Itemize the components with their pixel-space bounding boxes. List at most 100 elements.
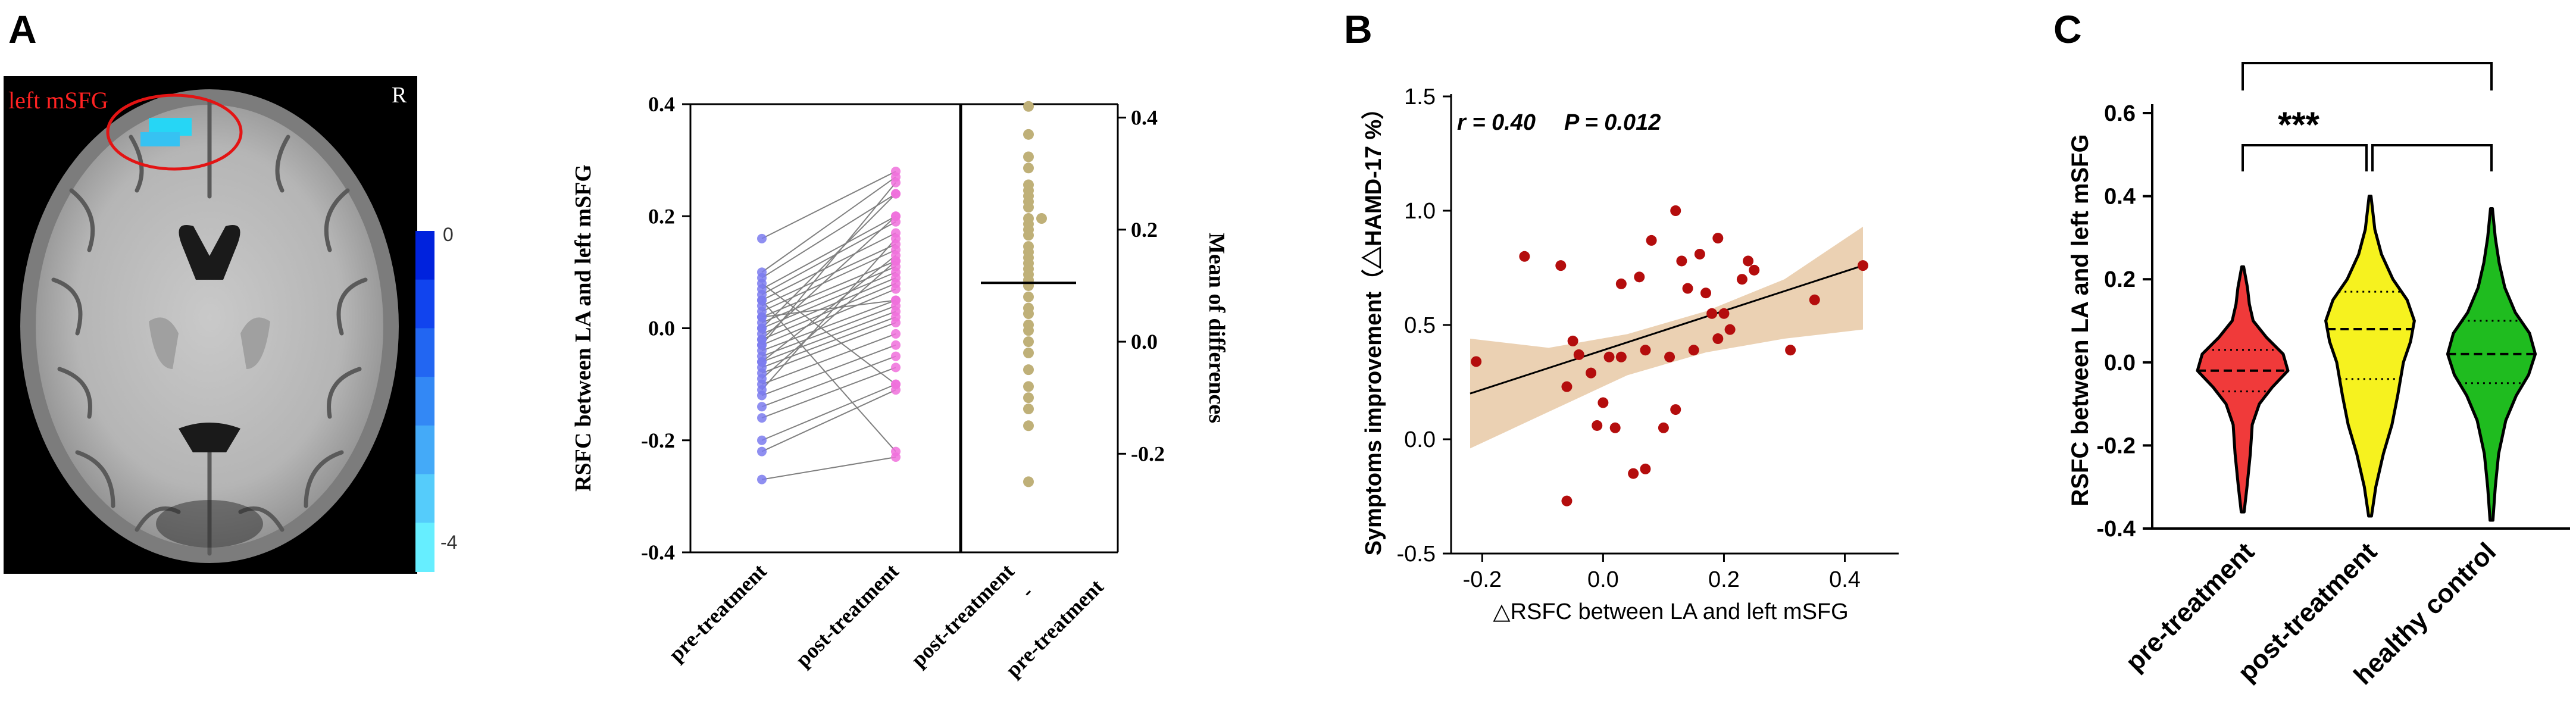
y2-tick-label: -0.2 bbox=[1131, 442, 1165, 465]
correlation-point bbox=[1561, 381, 1573, 392]
y-tick-label: 0.0 bbox=[648, 317, 675, 340]
post-point bbox=[891, 351, 901, 361]
pair-line bbox=[761, 299, 896, 452]
difference-point bbox=[1023, 392, 1034, 404]
brain-basal-ganglia bbox=[149, 317, 270, 369]
pair-line bbox=[761, 221, 896, 295]
pair-line bbox=[761, 260, 896, 318]
correlation-points bbox=[1471, 205, 1868, 507]
paired-y2-ticks: 0.4 0.2 0.0 -0.2 bbox=[1118, 106, 1165, 465]
y-tick-label: 0.2 bbox=[2104, 267, 2136, 292]
correlation-point bbox=[1573, 349, 1584, 360]
post-point bbox=[891, 329, 901, 339]
correlation-point bbox=[1700, 287, 1711, 299]
correlation-point bbox=[1634, 271, 1645, 283]
colorbar-max-label: 0 bbox=[443, 224, 454, 245]
pair-line bbox=[761, 232, 896, 301]
correlation-point bbox=[1694, 248, 1705, 260]
correlation-point bbox=[1736, 274, 1747, 285]
corr-y-label: Symptoms improvement（△HAMD-17 %） bbox=[1361, 97, 1386, 556]
bracket-post-vs-control bbox=[2371, 144, 2493, 171]
x-tick-label: -0.2 bbox=[1463, 567, 1502, 592]
correlation-point bbox=[1519, 251, 1530, 262]
paired-points bbox=[757, 166, 901, 484]
pair-line bbox=[761, 457, 896, 480]
correlation-point bbox=[1858, 260, 1868, 271]
violin-body bbox=[2196, 265, 2290, 514]
correlation-point bbox=[1615, 278, 1627, 289]
paired-y-ticks: 0.4 0.2 0.0 -0.2 -0.4 bbox=[641, 92, 690, 564]
pair-line bbox=[761, 238, 896, 390]
post-point bbox=[891, 177, 901, 187]
violins bbox=[2196, 195, 2537, 522]
pair-line bbox=[761, 176, 896, 273]
difference-point bbox=[1023, 364, 1034, 376]
correlation-point bbox=[1592, 420, 1603, 431]
y-tick-label: 0.6 bbox=[2104, 101, 2136, 126]
correlation-point bbox=[1640, 463, 1651, 474]
colorbar-segment bbox=[415, 425, 434, 475]
difference-point bbox=[1023, 162, 1034, 174]
colorbar-segment bbox=[415, 474, 434, 524]
y-tick-label: 0.4 bbox=[2104, 185, 2136, 210]
colorbar-segment bbox=[415, 279, 434, 329]
correlation-point bbox=[1670, 205, 1681, 216]
post-point bbox=[891, 256, 901, 266]
colorbar-segment bbox=[415, 231, 434, 280]
difference-point bbox=[1023, 404, 1034, 415]
pre-point bbox=[757, 340, 767, 350]
roi-circle bbox=[106, 93, 243, 171]
significance-brackets bbox=[2242, 62, 2493, 171]
post-point bbox=[891, 318, 901, 328]
violin-body bbox=[2324, 195, 2416, 518]
brain-occipital-dark bbox=[156, 500, 263, 548]
brain-white-matter bbox=[36, 105, 383, 548]
pre-point bbox=[757, 295, 767, 305]
corr-x-ticks: -0.2 0.0 0.2 0.4 bbox=[1463, 554, 1861, 592]
x-tick-label: 0.2 bbox=[1708, 567, 1740, 592]
y-tick-label: -0.2 bbox=[641, 429, 675, 452]
correlation-point bbox=[1670, 404, 1681, 415]
pair-line bbox=[761, 299, 896, 352]
bracket-pre-vs-control bbox=[2242, 62, 2493, 90]
panel-letter-a: A bbox=[8, 7, 37, 51]
correlation-point bbox=[1785, 345, 1796, 356]
correlation-point bbox=[1586, 367, 1597, 379]
y-tick-label: -0.4 bbox=[2097, 517, 2136, 542]
pre-point bbox=[757, 279, 767, 289]
post-point bbox=[891, 233, 901, 243]
correlation-point bbox=[1567, 335, 1578, 346]
post-point bbox=[891, 362, 901, 373]
paired-xlabel-diff-pre: pre-treatment bbox=[1001, 574, 1108, 682]
correlation-point bbox=[1646, 235, 1657, 246]
roi-label: left mSFG bbox=[8, 87, 108, 114]
correlation-plot: 1.51.00.50.0-0.5 -0.2 0.0 0.2 0.4 r = 0.40 … bbox=[1361, 85, 1899, 624]
y-tick-label: 0.5 bbox=[1404, 313, 1436, 338]
pair-line bbox=[761, 288, 896, 346]
correlation-point bbox=[1603, 351, 1615, 362]
correlation-point bbox=[1676, 255, 1687, 267]
difference-point bbox=[1023, 202, 1034, 213]
difference-point bbox=[1023, 381, 1034, 392]
significance-stars: *** bbox=[2278, 105, 2320, 145]
bracket-pre-vs-post bbox=[2242, 144, 2368, 171]
correlation-point bbox=[1615, 351, 1627, 362]
difference-point bbox=[1023, 129, 1034, 140]
corr-x-label: △RSFC between LA and left mSFG bbox=[1493, 599, 1848, 624]
confidence-band bbox=[1470, 226, 1863, 449]
correlation-point bbox=[1712, 233, 1724, 244]
pair-line bbox=[761, 255, 896, 362]
pair-line bbox=[761, 322, 896, 374]
activation-cluster-lower bbox=[140, 132, 180, 146]
pair-line bbox=[761, 215, 896, 290]
pair-line bbox=[761, 283, 896, 385]
y2-tick-label: 0.4 bbox=[1131, 106, 1158, 130]
pre-point bbox=[757, 413, 767, 423]
difference-point bbox=[1023, 291, 1034, 302]
panel-letter-b: B bbox=[1344, 7, 1373, 51]
annotation-p: P = 0.012 bbox=[1564, 110, 1661, 135]
correlation-point bbox=[1471, 356, 1482, 367]
difference-point bbox=[1023, 325, 1034, 336]
correlation-point bbox=[1628, 468, 1639, 479]
